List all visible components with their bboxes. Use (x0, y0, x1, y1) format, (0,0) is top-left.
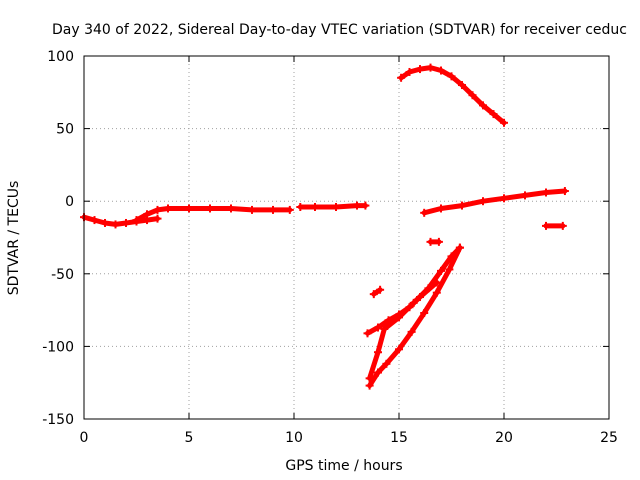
data-point (296, 203, 305, 212)
y-tick-label: -50 (51, 267, 74, 283)
data-point (420, 208, 429, 217)
data-point (185, 204, 193, 213)
y-tick-label: 100 (47, 49, 74, 65)
data-point (455, 243, 464, 252)
data-point (432, 278, 441, 287)
data-point (458, 201, 466, 210)
y-tick-label: 50 (56, 122, 74, 138)
data-point (405, 303, 414, 312)
data-point (248, 205, 256, 214)
data-point (111, 220, 120, 229)
data-point (361, 201, 370, 210)
series-arc-2 (134, 206, 293, 223)
x-tick-label: 15 (390, 430, 408, 446)
data-point (382, 359, 391, 368)
data-point (426, 237, 435, 246)
data-point (434, 237, 443, 246)
data-point (374, 348, 382, 357)
data-point (380, 324, 389, 333)
data-point (445, 265, 454, 274)
data-point (332, 203, 340, 212)
data-point (353, 201, 361, 210)
data-point (90, 216, 99, 225)
x-tick-label: 20 (495, 430, 513, 446)
data-point (311, 203, 319, 212)
data-point (447, 72, 456, 81)
data-point (363, 329, 372, 338)
data-point (521, 191, 529, 200)
plot-frame (83, 55, 610, 420)
data-point (558, 221, 567, 230)
data-point (153, 205, 162, 214)
data-point (365, 374, 374, 383)
data-point (542, 188, 550, 197)
x-tick-label: 10 (285, 430, 303, 446)
data-point (164, 204, 172, 213)
data-point (397, 73, 406, 82)
data-point (407, 327, 416, 336)
data-point (489, 110, 498, 119)
y-tick-label: -100 (42, 339, 74, 355)
data-point (416, 293, 424, 302)
data-point (374, 368, 382, 377)
x-axis-label: GPS time / hours (285, 458, 402, 474)
data-point (376, 285, 385, 294)
data-point (447, 252, 456, 261)
data-point (542, 221, 550, 230)
data-point (560, 187, 569, 196)
tick-layer: 0 5 10 15 20 25 -150 -100 -50 0 50 100 (42, 49, 618, 446)
series-layer (80, 63, 569, 390)
data-point (500, 118, 508, 127)
y-tick-label: 0 (65, 194, 74, 210)
data-point (426, 63, 435, 72)
data-point (420, 309, 429, 318)
data-point (437, 204, 445, 213)
data-point (227, 204, 235, 213)
data-point (479, 197, 487, 206)
grid (84, 56, 609, 419)
x-tick-label: 0 (80, 430, 89, 446)
data-point (395, 310, 403, 319)
series-arc-5 (421, 188, 568, 216)
data-point (132, 216, 141, 225)
data-point (206, 204, 214, 213)
data-point (369, 290, 378, 299)
data-point (384, 316, 393, 325)
data-point (437, 266, 445, 275)
x-tick-label: 5 (185, 430, 194, 446)
data-point (437, 66, 445, 75)
data-point (285, 205, 294, 214)
data-point (432, 288, 441, 297)
data-point (500, 194, 508, 203)
chart-title: Day 340 of 2022, Sidereal Day-to-day VTE… (52, 22, 627, 38)
data-point (468, 91, 477, 100)
data-point (479, 101, 487, 110)
data-point (395, 345, 403, 354)
data-point (365, 381, 374, 390)
data-point (122, 218, 130, 227)
y-tick-label: -150 (42, 412, 74, 428)
data-point (405, 67, 414, 76)
data-point (269, 205, 277, 214)
data-point (143, 210, 151, 219)
series-arc-7 (367, 245, 463, 381)
data-point (101, 218, 109, 227)
data-point (374, 323, 382, 332)
x-tick-label: 25 (600, 430, 618, 446)
data-point (416, 65, 424, 74)
data-point (153, 214, 162, 223)
y-axis-label: SDTVAR / TECUs (6, 181, 22, 296)
series-arc-6 (367, 245, 463, 389)
data-point (458, 81, 466, 90)
